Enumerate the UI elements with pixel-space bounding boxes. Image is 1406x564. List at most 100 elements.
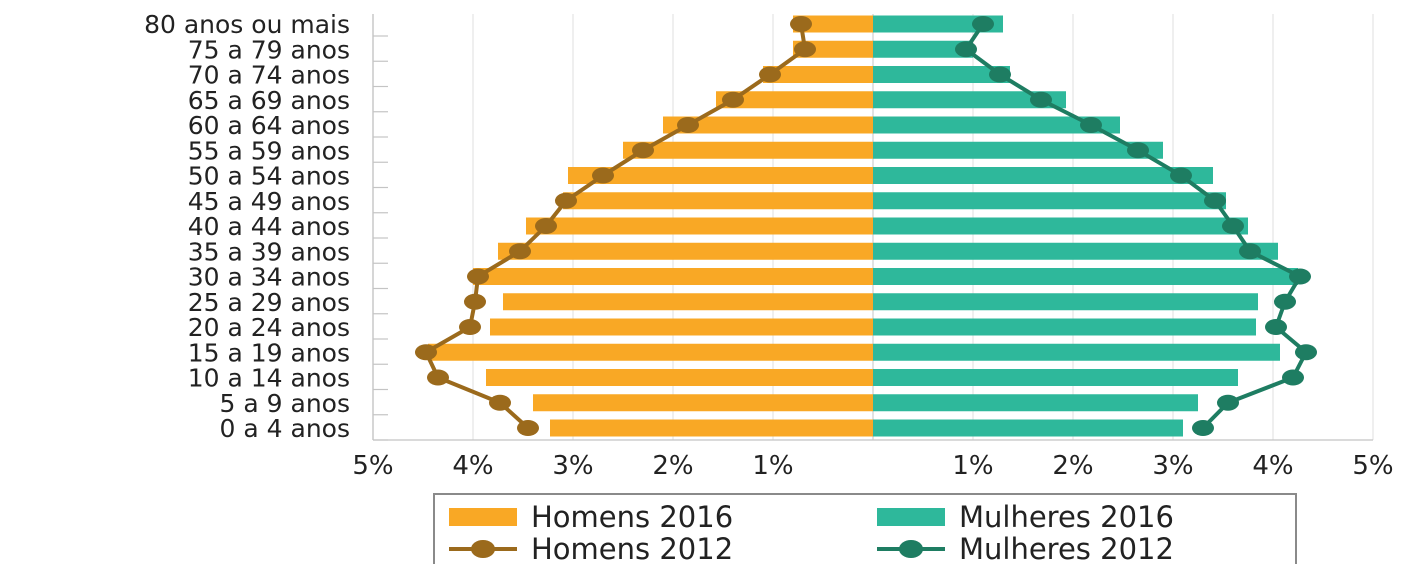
bar-homens-2016 — [526, 217, 873, 235]
bar-mulheres-2016 — [873, 293, 1258, 311]
bars-layer — [428, 15, 1298, 437]
x-tick-label: 4% — [1252, 451, 1293, 481]
legend-marker-homens-2012 — [471, 540, 495, 558]
bar-homens-2016 — [533, 394, 873, 412]
bar-mulheres-2016 — [873, 318, 1256, 336]
legend-label-mulheres-2012: Mulheres 2012 — [959, 532, 1174, 564]
marker-homens-2012 — [759, 66, 781, 83]
marker-mulheres-2012 — [1170, 167, 1192, 184]
legend-marker-mulheres-2012 — [899, 540, 923, 558]
marker-homens-2012 — [464, 293, 486, 310]
category-label: 25 a 29 anos — [188, 288, 350, 317]
bar-homens-2016 — [716, 91, 873, 109]
x-tick-label: 1% — [752, 451, 793, 481]
marker-mulheres-2012 — [1127, 142, 1149, 159]
marker-mulheres-2012 — [1289, 268, 1311, 285]
bar-mulheres-2016 — [873, 268, 1298, 285]
marker-mulheres-2012 — [1217, 394, 1239, 411]
legend-label-homens-2012: Homens 2012 — [531, 532, 733, 564]
x-tick-label: 2% — [652, 451, 693, 481]
marker-homens-2012 — [459, 319, 481, 335]
x-tick-label: 1% — [952, 451, 993, 481]
lines-layer — [415, 16, 1317, 436]
bar-homens-2016 — [763, 66, 873, 83]
bar-mulheres-2016 — [873, 192, 1226, 210]
marker-homens-2012 — [509, 243, 531, 260]
marker-homens-2012 — [517, 420, 539, 436]
bar-mulheres-2016 — [873, 343, 1280, 361]
category-label: 60 a 64 anos — [188, 111, 350, 140]
bar-mulheres-2016 — [873, 40, 973, 58]
bar-mulheres-2016 — [873, 141, 1163, 159]
category-label: 10 a 14 anos — [188, 364, 350, 393]
bar-homens-2016 — [503, 293, 873, 311]
bar-mulheres-2016 — [873, 116, 1120, 134]
category-label: 50 a 54 anos — [188, 162, 350, 191]
legend: Homens 2016 Mulheres 2016 Homens 2012 Mulhe… — [433, 493, 1297, 564]
marker-mulheres-2012 — [1282, 369, 1304, 386]
marker-mulheres-2012 — [955, 41, 977, 58]
category-label: 70 a 74 anos — [188, 61, 350, 90]
marker-mulheres-2012 — [1274, 293, 1296, 310]
marker-homens-2012 — [677, 117, 699, 133]
bar-homens-2016 — [550, 419, 873, 437]
bar-homens-2016 — [793, 15, 873, 33]
bar-mulheres-2016 — [873, 419, 1183, 437]
legend-box — [433, 493, 1297, 564]
marker-homens-2012 — [790, 16, 812, 32]
category-label: 65 a 69 anos — [188, 86, 350, 115]
category-label: 45 a 49 anos — [188, 187, 350, 216]
bar-mulheres-2016 — [873, 167, 1213, 184]
legend-label-mulheres-2016: Mulheres 2016 — [959, 500, 1174, 534]
marker-homens-2012 — [794, 41, 816, 58]
bar-mulheres-2016 — [873, 217, 1248, 235]
category-label: 20 a 24 anos — [188, 313, 350, 342]
category-label: 30 a 34 anos — [188, 263, 350, 292]
category-label: 55 a 59 anos — [188, 136, 350, 165]
bar-homens-2016 — [498, 242, 873, 260]
category-label: 0 a 4 anos — [220, 414, 350, 443]
marker-mulheres-2012 — [1192, 420, 1214, 436]
bar-mulheres-2016 — [873, 394, 1198, 412]
marker-mulheres-2012 — [1265, 319, 1287, 335]
category-label: 75 a 79 anos — [188, 35, 350, 64]
x-tick-label: 5% — [1352, 451, 1393, 481]
bar-mulheres-2016 — [873, 369, 1238, 386]
bar-mulheres-2016 — [873, 91, 1066, 109]
marker-homens-2012 — [722, 91, 744, 108]
marker-mulheres-2012 — [989, 66, 1011, 83]
marker-homens-2012 — [535, 218, 557, 234]
bar-homens-2016 — [623, 141, 873, 159]
x-tick-label: 4% — [452, 451, 493, 481]
marker-homens-2012 — [489, 394, 511, 411]
category-label: 5 a 9 anos — [220, 389, 350, 418]
marker-homens-2012 — [415, 344, 437, 361]
x-tick-label: 3% — [1152, 451, 1193, 481]
marker-mulheres-2012 — [972, 16, 994, 32]
marker-mulheres-2012 — [1222, 218, 1244, 234]
category-label: 15 a 19 anos — [188, 338, 350, 367]
bar-homens-2016 — [663, 116, 873, 134]
legend-swatch-mulheres-2016 — [877, 508, 945, 526]
marker-mulheres-2012 — [1295, 344, 1317, 361]
marker-homens-2012 — [632, 142, 654, 159]
marker-mulheres-2012 — [1204, 192, 1226, 209]
marker-homens-2012 — [427, 369, 449, 386]
bar-homens-2016 — [568, 167, 873, 184]
bar-homens-2016 — [490, 318, 873, 336]
x-tick-label: 5% — [352, 451, 393, 481]
marker-homens-2012 — [555, 192, 577, 209]
marker-homens-2012 — [592, 167, 614, 184]
legend-swatch-homens-2016 — [449, 508, 517, 526]
bar-mulheres-2016 — [873, 66, 1010, 83]
bar-mulheres-2016 — [873, 242, 1278, 260]
x-tick-label: 3% — [552, 451, 593, 481]
category-label: 80 anos ou mais — [144, 10, 350, 39]
x-tick-label: 2% — [1052, 451, 1093, 481]
marker-mulheres-2012 — [1080, 117, 1102, 133]
bar-mulheres-2016 — [873, 15, 1003, 33]
bar-homens-2016 — [473, 268, 873, 285]
bar-homens-2016 — [563, 192, 873, 210]
